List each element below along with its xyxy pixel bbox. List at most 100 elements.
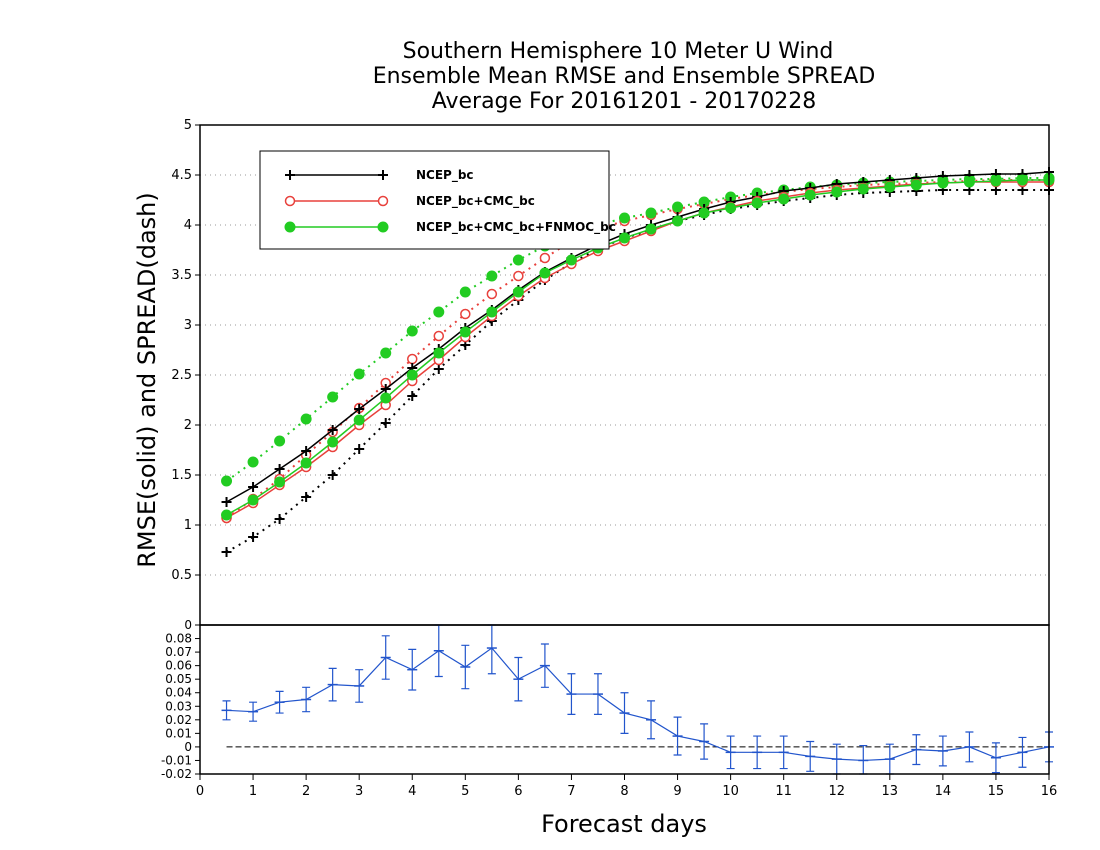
upper-series-group bbox=[221, 167, 1055, 557]
data-point bbox=[831, 186, 843, 198]
x-tick-label: 7 bbox=[567, 784, 575, 799]
x-tick-label: 15 bbox=[988, 784, 1005, 799]
y-tick-label: 5 bbox=[184, 118, 192, 133]
data-point bbox=[274, 435, 286, 447]
data-point bbox=[990, 175, 1002, 187]
data-point bbox=[327, 391, 339, 403]
data-point bbox=[407, 391, 418, 401]
data-point bbox=[486, 288, 498, 300]
series-rmse-ncep-bc-cmc-bc-fnmoc-bc bbox=[221, 174, 1055, 521]
data-point bbox=[857, 183, 869, 195]
data-point bbox=[433, 347, 445, 359]
data-point bbox=[433, 330, 445, 342]
legend-marker bbox=[285, 170, 295, 180]
x-tick-label: 4 bbox=[408, 784, 416, 799]
legend-label: NCEP_bc+CMC_bc+FNMOC_bc bbox=[416, 220, 616, 235]
legend-label: NCEP_bc+CMC_bc bbox=[416, 194, 535, 209]
x-axis-ticks: 0 1 2 3 4 5 6 7 8 9 10 11 12 13 14 15 16 bbox=[196, 774, 1057, 799]
y-tick-label: 0.07 bbox=[165, 645, 192, 659]
legend-marker bbox=[284, 221, 296, 233]
title-line-2: Ensemble Mean RMSE and Ensemble SPREAD bbox=[373, 64, 876, 89]
data-point bbox=[513, 270, 524, 282]
y-tick-label: 0.02 bbox=[165, 713, 192, 727]
data-point bbox=[300, 413, 312, 425]
legend: NCEP_bc NCEP_bc+CMC_bc NCEP_bc+CMC_bc+FNMO… bbox=[259, 150, 616, 250]
y-tick-label: 0.01 bbox=[165, 726, 192, 740]
data-point bbox=[539, 252, 551, 264]
x-tick-label: 8 bbox=[620, 784, 628, 799]
y-tick-label: 4 bbox=[184, 218, 192, 233]
data-point bbox=[380, 418, 391, 428]
chart-title: Southern Hemisphere 10 Meter U Wind Ense… bbox=[373, 39, 876, 114]
data-point bbox=[460, 308, 471, 320]
data-point bbox=[353, 414, 365, 426]
x-tick-label: 16 bbox=[1041, 784, 1058, 799]
data-point bbox=[619, 232, 630, 244]
lower-y-axis-ticks: 00.080.070.060.050.040.030.020.010-0.01-… bbox=[161, 618, 200, 781]
data-point bbox=[327, 425, 338, 435]
data-point bbox=[327, 436, 339, 448]
y-tick-label: 0 bbox=[184, 740, 192, 754]
x-tick-label: 2 bbox=[302, 784, 310, 799]
y-tick-label: 0 bbox=[184, 618, 192, 632]
data-point bbox=[406, 369, 418, 381]
data-point bbox=[486, 270, 498, 282]
title-line-3: Average For 20161201 - 20170228 bbox=[432, 89, 817, 114]
data-point bbox=[301, 446, 312, 456]
data-point bbox=[247, 456, 259, 468]
x-tick-label: 6 bbox=[514, 784, 522, 799]
data-point bbox=[937, 177, 949, 189]
data-point bbox=[751, 197, 763, 209]
title-line-1: Southern Hemisphere 10 Meter U Wind bbox=[403, 39, 834, 64]
y-tick-label: 0.5 bbox=[171, 568, 192, 583]
y-tick-label: 0.05 bbox=[165, 672, 192, 686]
data-point bbox=[354, 404, 365, 414]
data-point bbox=[301, 492, 312, 502]
data-point bbox=[407, 353, 418, 365]
data-point bbox=[672, 201, 684, 213]
data-point bbox=[380, 347, 392, 359]
data-point bbox=[884, 181, 896, 193]
difference-series-group bbox=[221, 624, 1054, 775]
data-point bbox=[565, 254, 577, 266]
data-point bbox=[1016, 174, 1028, 186]
data-point bbox=[672, 215, 684, 227]
x-tick-label: 14 bbox=[935, 784, 952, 799]
data-point bbox=[433, 306, 445, 318]
x-tick-label: 3 bbox=[355, 784, 363, 799]
data-point bbox=[645, 207, 657, 219]
legend-marker bbox=[284, 195, 296, 207]
data-point bbox=[274, 514, 285, 524]
data-point bbox=[354, 444, 365, 454]
y-tick-label: 3.5 bbox=[171, 268, 192, 283]
data-point bbox=[248, 482, 259, 492]
data-point bbox=[221, 547, 232, 557]
y-tick-label: 4.5 bbox=[171, 168, 192, 183]
data-point bbox=[459, 286, 471, 298]
data-point bbox=[645, 223, 657, 235]
data-point bbox=[353, 368, 365, 380]
data-point bbox=[910, 179, 922, 191]
data-point bbox=[247, 494, 259, 506]
data-point bbox=[698, 207, 710, 219]
legend-box bbox=[259, 150, 610, 250]
data-point bbox=[380, 392, 392, 404]
data-point bbox=[221, 509, 233, 521]
data-point bbox=[725, 202, 737, 214]
y-axis-label: RMSE(solid) and SPREAD(dash) bbox=[133, 192, 161, 568]
y-tick-label: -0.01 bbox=[161, 753, 192, 767]
data-point bbox=[433, 364, 444, 374]
x-axis-label: Forecast days bbox=[541, 810, 707, 838]
data-point bbox=[539, 267, 551, 279]
data-point bbox=[221, 497, 232, 507]
x-tick-label: 10 bbox=[722, 784, 739, 799]
y-tick-label: -0.02 bbox=[161, 767, 192, 781]
data-point bbox=[459, 326, 471, 338]
data-point bbox=[221, 475, 233, 487]
data-point bbox=[778, 193, 790, 205]
x-tick-label: 12 bbox=[828, 784, 845, 799]
data-point bbox=[274, 476, 286, 488]
data-point bbox=[512, 254, 524, 266]
data-point bbox=[486, 306, 498, 318]
data-point bbox=[380, 384, 391, 394]
